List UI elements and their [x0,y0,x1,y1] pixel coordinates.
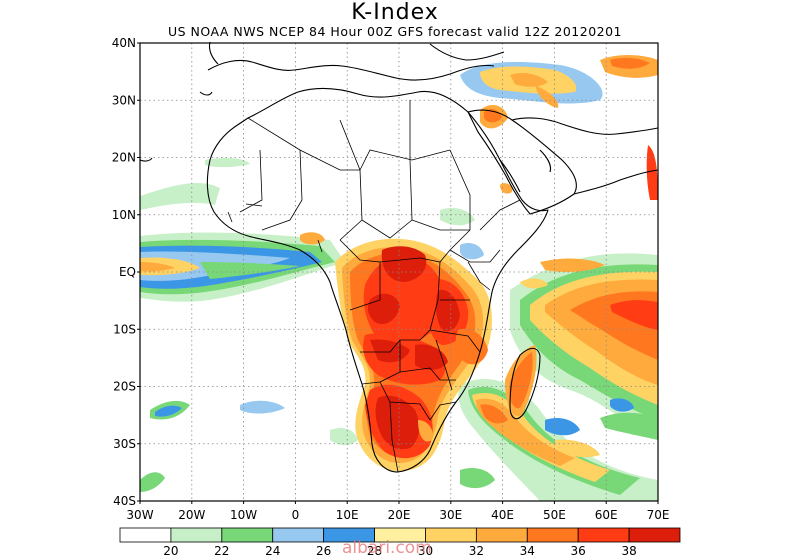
lat-label: EQ [119,265,136,279]
lat-label: 40S [113,494,136,508]
colorbar-swatch [221,527,274,543]
watermark: albari.com [342,538,432,558]
colorbar-swatch [425,527,477,543]
colorbar-swatch [475,527,528,543]
lat-label: 20N [112,151,136,165]
colorbar-swatch [170,527,223,543]
lon-label: 40E [491,508,514,522]
lon-label: 50E [543,508,566,522]
lon-label: 20W [178,508,205,522]
colorbar-label: 26 [316,544,331,558]
colorbar-label: 38 [621,544,636,558]
atlantic-band [140,232,345,302]
colorbar-label: 30 [418,544,433,558]
lon-label: 70E [647,508,670,522]
colorbar-label: 34 [520,544,535,558]
colorbar: 20 22 24 26 28 30 32 34 36 38 [119,527,681,558]
lat-label: 30S [113,437,136,451]
indian-ocean-band [510,253,658,440]
colorbar-label: 28 [367,544,382,558]
longitude-labels: 30W 20W 10W 0 10E 20E 30E 40E 50E 60E 70E [126,501,669,522]
colorbar-swatch [526,527,579,543]
lat-label: 20S [113,380,136,394]
lon-label: 10E [336,508,359,522]
asia-coast [511,117,659,135]
lon-label: 0 [292,508,300,522]
lon-label: 10W [230,508,257,522]
madagascar-coast [509,347,541,420]
coastlines [139,41,659,473]
map-subtitle: US NOAA NWS NCEP 84 Hour 00Z GFS forecas… [167,24,623,39]
graticule [140,43,658,501]
latitude-labels: 40N 30N 20N 10N EQ 10S 20S 30S 40S [112,36,140,508]
europe-coast [207,59,495,81]
country-borders [227,100,521,473]
scattered-blobs [140,232,634,492]
lat-label: 30N [112,93,136,107]
lat-label: 10S [113,322,136,336]
map-title: K-Index [351,0,439,25]
colorbar-label: 36 [571,544,586,558]
colorbar-swatch [272,527,325,543]
colorbar-swatch [577,527,630,543]
lon-label: 60E [595,508,618,522]
lon-label: 30E [439,508,462,522]
colorbar-swatch [119,527,172,543]
colorbar-swatch [628,527,681,543]
madagascar-field [505,345,537,416]
colorbar-label: 24 [265,544,280,558]
colorbar-label: 32 [469,544,484,558]
lat-label: 40N [112,36,136,50]
lon-label: 30W [126,508,153,522]
lat-label: 10N [112,208,136,222]
sahel-band [140,157,250,210]
lon-label: 20E [388,508,411,522]
colorbar-label: 22 [214,544,229,558]
colorbar-label: 20 [163,544,178,558]
